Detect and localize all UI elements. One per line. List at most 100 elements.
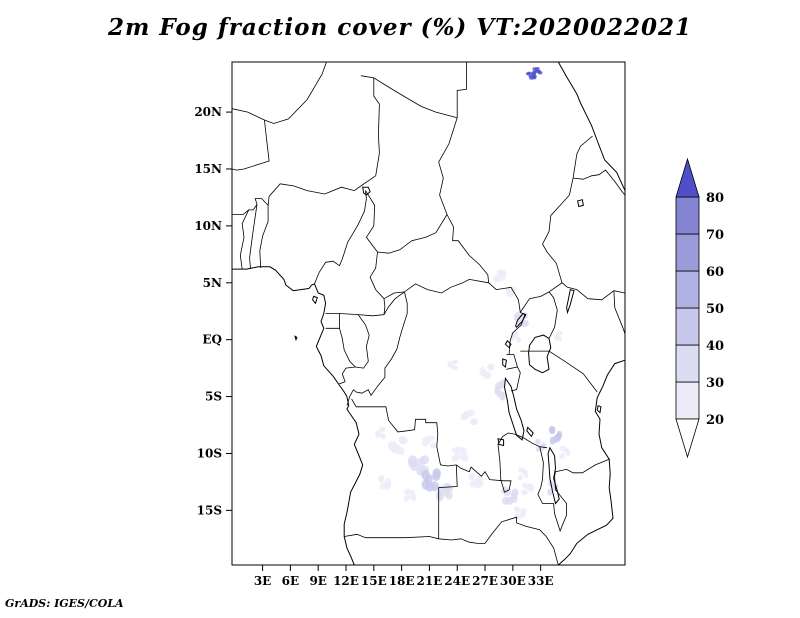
- country-border: [446, 214, 490, 283]
- country-border: [344, 533, 470, 543]
- fog-patch: [407, 458, 417, 468]
- fog-patch: [403, 496, 409, 502]
- fog-patch: [556, 430, 563, 439]
- colorbar-segment: [675, 196, 700, 235]
- x-tick-label: 18E: [389, 574, 415, 588]
- country-border: [314, 190, 367, 285]
- x-tick-label: 15E: [361, 574, 387, 588]
- y-tick-label: 10S: [197, 446, 222, 460]
- lake-outline: [526, 426, 534, 438]
- fog-patch: [453, 359, 459, 364]
- x-tick-label: 9E: [309, 574, 327, 588]
- fog-patch: [398, 435, 408, 444]
- fog-patch: [536, 69, 542, 74]
- fog-patch: [522, 319, 529, 327]
- colorbar-tick-label: 50: [706, 302, 724, 317]
- fog-patch: [513, 506, 520, 512]
- fog-patch: [379, 474, 385, 482]
- fog-patch: [479, 366, 486, 374]
- country-border: [469, 516, 559, 566]
- fog-patch: [511, 488, 519, 497]
- coastline: [232, 266, 364, 566]
- fog-patch: [520, 512, 526, 518]
- country-border: [456, 62, 467, 118]
- y-tick-label: 15N: [194, 162, 222, 176]
- country-border: [383, 291, 405, 315]
- fog-patch: [532, 74, 537, 79]
- country-border: [548, 350, 598, 393]
- y-tick-label: 20N: [194, 105, 222, 119]
- country-border: [383, 278, 489, 300]
- fog-patch: [535, 438, 540, 445]
- fog-patch: [547, 488, 553, 496]
- fog-patch: [527, 71, 532, 76]
- fog-patch: [379, 483, 386, 490]
- country-border: [239, 209, 250, 270]
- colorbar-tick-label: 20: [706, 413, 724, 428]
- x-tick-label: 21E: [416, 574, 442, 588]
- fog-patch: [501, 496, 510, 505]
- fog-patch: [386, 481, 392, 489]
- fog-patch: [559, 331, 563, 336]
- lake-outline: [547, 446, 560, 505]
- fog-patch: [451, 447, 459, 454]
- fog-patch: [559, 453, 564, 460]
- country-border: [267, 183, 362, 206]
- colorbar-arrow-top: [675, 157, 700, 198]
- fog-patch: [549, 426, 556, 435]
- country-border: [506, 354, 521, 392]
- lake-outline: [515, 312, 527, 328]
- country-border: [519, 291, 558, 339]
- coastline: [557, 359, 626, 566]
- fog-patch: [531, 71, 537, 75]
- fog-patch: [430, 443, 437, 449]
- colorbar-segment: [675, 233, 700, 272]
- fog-patch: [461, 454, 469, 462]
- x-tick-label: 27E: [472, 574, 498, 588]
- coastline: [557, 61, 626, 191]
- x-tick-label: 30E: [500, 574, 526, 588]
- country-border: [548, 282, 626, 301]
- country-border: [351, 398, 457, 467]
- lake-outline: [502, 358, 507, 368]
- country-border: [613, 290, 626, 335]
- country-border: [456, 432, 515, 493]
- fog-patch: [445, 491, 453, 500]
- fog-patch: [375, 430, 380, 437]
- x-tick-label: 12E: [333, 574, 359, 588]
- lake-outline: [504, 340, 512, 349]
- country-border: [360, 75, 380, 187]
- country-border: [573, 169, 626, 196]
- fog-patch: [379, 426, 384, 433]
- country-border: [259, 205, 269, 269]
- lake-outline: [577, 199, 584, 208]
- country-border: [373, 77, 458, 119]
- country-border: [325, 298, 386, 317]
- map-frame: [231, 61, 626, 566]
- colorbar-tick-label: 70: [706, 228, 724, 243]
- x-tick-label: 3E: [254, 574, 272, 588]
- lake-outline: [497, 438, 505, 447]
- fog-patch: [505, 287, 511, 292]
- colorbar-tick-label: 60: [706, 265, 724, 280]
- fog-patch: [528, 74, 534, 79]
- lake-outline: [503, 377, 525, 441]
- fog-patch: [487, 364, 494, 371]
- fog-patch: [468, 473, 475, 481]
- lake-outline: [362, 186, 371, 196]
- island-outline: [596, 405, 602, 414]
- y-tick-label: 5S: [205, 390, 222, 404]
- country-border: [249, 204, 258, 270]
- fog-patch: [528, 486, 534, 493]
- country-border: [325, 313, 340, 329]
- fog-patch: [381, 433, 386, 440]
- fog-patch: [409, 489, 416, 496]
- fog-patch: [451, 365, 456, 370]
- fog-patch: [388, 442, 397, 451]
- island-outline: [294, 335, 298, 342]
- country-border: [369, 251, 385, 299]
- country-border: [542, 178, 574, 283]
- fog-patch: [508, 292, 514, 298]
